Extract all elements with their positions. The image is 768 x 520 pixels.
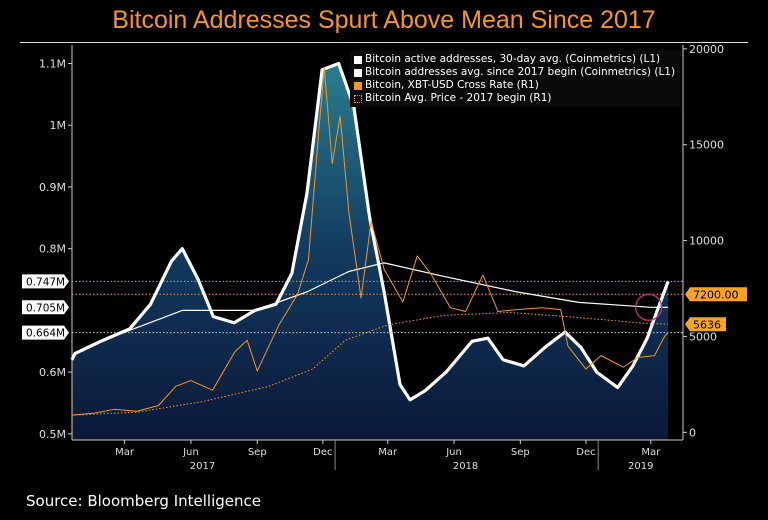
x-tick-label: Dec (576, 447, 595, 458)
reference-label: 0.747M (26, 276, 65, 288)
legend-label: Bitcoin, XBT-USD Cross Rate (R1) (365, 79, 539, 91)
x-year-label: 2019 (628, 461, 653, 472)
x-year-label: 2017 (190, 461, 215, 472)
highlight-circle (635, 293, 663, 321)
right-tick-label: 5000 (689, 330, 717, 343)
series-line-2 (71, 67, 669, 416)
right-tick-label: 20000 (689, 43, 724, 56)
left-tick-label: 0.9M (39, 181, 66, 194)
reference-label-box (22, 300, 69, 315)
left-tick-label: 0.5M (39, 428, 66, 441)
series-line-3 (71, 311, 669, 416)
legend-entry: Bitcoin, XBT-USD Cross Rate (R1) (354, 79, 675, 92)
reference-label-box (22, 325, 69, 340)
legend-swatch (354, 68, 362, 77)
x-tick-label: Jun (445, 447, 462, 458)
legend-entry: Bitcoin addresses avg. since 2017 begin … (354, 66, 675, 79)
reference-label-box (685, 287, 747, 302)
x-tick-label: Dec (313, 447, 332, 458)
legend-entry: Bitcoin active addresses, 30-day avg. (C… (354, 53, 675, 66)
left-tick-label: 0.8M (39, 243, 66, 256)
legend: Bitcoin active addresses, 30-day avg. (C… (350, 51, 682, 107)
reference-label-box (685, 317, 726, 332)
reference-label: 0.664M (26, 328, 65, 340)
legend-swatch (354, 55, 362, 64)
right-tick-label: 10000 (689, 235, 724, 248)
area-fill (72, 63, 669, 440)
reference-label: 5636 (693, 318, 721, 331)
left-tick-label: 1.1M (39, 58, 66, 71)
series-line-1 (100, 262, 669, 342)
left-tick-label: 0.6M (39, 366, 66, 379)
reference-label-box (22, 274, 69, 289)
x-tick-label: Sep (248, 447, 267, 458)
legend-swatch (354, 94, 362, 103)
legend-swatch (354, 81, 362, 90)
reference-label: 0.705M (26, 302, 65, 314)
source-note: Source: Bloomberg Intelligence (26, 492, 261, 510)
right-tick-label: 0 (689, 426, 696, 439)
x-tick-label: Mar (378, 447, 398, 458)
x-tick-label: Sep (511, 447, 530, 458)
title-divider (20, 42, 748, 43)
legend-label: Bitcoin addresses avg. since 2017 begin … (365, 66, 676, 78)
left-tick-label: 1M (50, 119, 67, 132)
legend-entry: Bitcoin Avg. Price - 2017 begin (R1) (354, 92, 675, 105)
reference-label: 7200.00 (693, 288, 739, 301)
chart-title: Bitcoin Addresses Spurt Above Mean Since… (112, 6, 656, 34)
series-line-0 (70, 61, 670, 402)
x-tick-label: Mar (115, 447, 135, 458)
x-year-label: 2018 (453, 461, 478, 472)
x-tick-label: Mar (641, 447, 661, 458)
x-tick-label: Jun (182, 447, 199, 458)
legend-label: Bitcoin Avg. Price - 2017 begin (R1) (365, 92, 552, 104)
legend-label: Bitcoin active addresses, 30-day avg. (C… (365, 53, 661, 65)
right-tick-label: 15000 (689, 139, 724, 152)
